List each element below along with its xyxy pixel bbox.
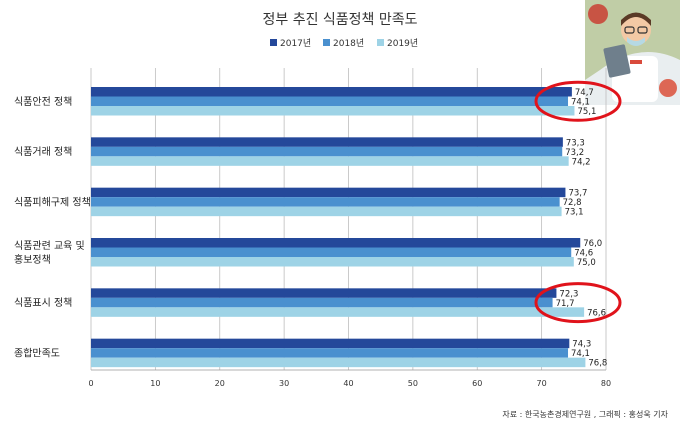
bar [91, 348, 569, 358]
highlight-circle [534, 282, 622, 324]
highlight-circles [534, 80, 622, 324]
bar [91, 187, 566, 198]
legend-swatch [323, 39, 330, 46]
bar [91, 156, 569, 166]
data-label: 74,3 [572, 340, 591, 350]
bar [91, 206, 562, 217]
data-label: 76,6 [587, 308, 606, 318]
x-tick-label: 40 [343, 379, 353, 388]
bar [91, 357, 586, 368]
highlight-circle [534, 80, 622, 122]
x-tick-label: 80 [601, 379, 611, 388]
data-label: 75,0 [577, 258, 596, 268]
bar [91, 338, 570, 349]
bar [91, 238, 581, 248]
legend-label: 2018년 [333, 38, 364, 49]
data-label: 76,0 [583, 239, 602, 249]
bar [91, 96, 569, 106]
data-label: 72,3 [559, 289, 578, 299]
legend-label: 2017년 [280, 38, 311, 49]
data-label: 71,7 [556, 299, 575, 309]
data-label: 74,6 [574, 249, 593, 259]
data-label: 73,3 [566, 138, 585, 148]
data-label: 73,7 [568, 189, 587, 199]
data-label: 74,2 [572, 157, 591, 167]
data-label: 75,1 [577, 107, 596, 117]
category-label: 식품거래 정책 [14, 146, 72, 158]
data-label: 74,1 [571, 349, 590, 359]
bar [91, 197, 560, 207]
x-tick-label: 0 [88, 379, 93, 388]
data-label: 72,8 [563, 198, 582, 208]
bar [91, 106, 575, 116]
bar [91, 257, 574, 267]
category-label: 종합만족도 [14, 347, 60, 359]
x-tick-label: 60 [472, 379, 482, 388]
bar [91, 288, 557, 298]
x-axis: 0 10 20 30 40 50 60 70 80 [88, 369, 611, 388]
data-label: 74,7 [575, 88, 594, 98]
chart-title: 정부 추진 식품정책 만족도 [262, 12, 417, 28]
data-label: 73,1 [565, 208, 584, 218]
bar [91, 247, 572, 257]
category-label: 홍보정책 [14, 253, 51, 266]
legend-swatch [377, 39, 384, 46]
bar [91, 87, 572, 97]
bar [91, 297, 553, 308]
gridlines [90, 68, 607, 370]
data-label: 74,1 [571, 98, 590, 108]
x-tick-label: 30 [279, 379, 289, 388]
data-label: 73,2 [565, 148, 584, 158]
category-label: 식품안전 정책 [14, 96, 72, 108]
doctor-illustration [585, 0, 680, 105]
category-label: 식품표시 정책 [14, 297, 72, 309]
bar [91, 146, 563, 157]
legend-swatch [270, 39, 277, 46]
category-label: 식품관련 교육 및 [14, 240, 85, 252]
legend-label: 2019년 [387, 38, 418, 49]
x-tick-label: 20 [215, 379, 225, 388]
legend: 2017년 2018년 2019년 [270, 38, 418, 49]
x-tick-label: 50 [408, 379, 418, 388]
x-tick-label: 70 [537, 379, 547, 388]
bars: 74,774,175,173,373,274,273,772,873,176,0… [91, 87, 607, 369]
category-label: 식품피해구제 정책 [14, 195, 91, 208]
data-label: 76,8 [588, 359, 607, 369]
bar [91, 307, 585, 317]
source-note: 자료 : 한국농촌경제연구원 , 그래픽 : 홍성욱 기자 [502, 409, 668, 419]
x-tick-label: 10 [150, 379, 160, 388]
bar [91, 137, 563, 147]
